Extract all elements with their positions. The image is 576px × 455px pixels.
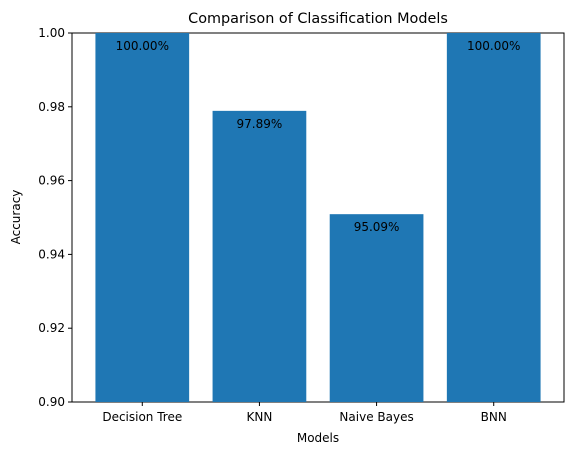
bar-2: [329, 214, 424, 402]
data-label-0: 100.00%: [116, 39, 169, 53]
x-axis: Decision Tree KNN Naive Bayes BNN: [102, 402, 507, 424]
y-tick-label-3: 0.96: [38, 174, 65, 188]
y-axis: 0.90 0.92 0.94 0.96 0.98 1.00: [38, 26, 72, 409]
x-tick-label-2: Naive Bayes: [339, 410, 413, 424]
bar-3: [446, 33, 541, 402]
bar-1: [212, 110, 307, 402]
y-tick-label-2: 0.94: [38, 247, 65, 261]
x-tick-label-1: KNN: [247, 410, 273, 424]
data-label-1: 97.89%: [237, 117, 283, 131]
y-tick-label-0: 0.90: [38, 395, 65, 409]
y-tick-label-5: 1.00: [38, 26, 65, 40]
plot-frame: [71, 32, 565, 403]
plot-area: [71, 32, 565, 403]
data-label-2: 95.09%: [354, 220, 400, 234]
x-axis-label: Models: [297, 431, 339, 445]
y-tick-label-1: 0.92: [38, 321, 65, 335]
chart-title: Comparison of Classification Models: [188, 11, 448, 27]
x-tick-label-3: BNN: [481, 410, 507, 424]
y-axis-label: Accuracy: [9, 190, 23, 245]
bar-0: [95, 33, 190, 402]
data-labels-group: 100.00% 97.89% 95.09% 100.00%: [116, 39, 521, 234]
bars-group: [95, 33, 541, 402]
data-label-3: 100.00%: [467, 39, 520, 53]
y-tick-label-4: 0.98: [38, 100, 65, 114]
x-tick-label-0: Decision Tree: [102, 410, 182, 424]
